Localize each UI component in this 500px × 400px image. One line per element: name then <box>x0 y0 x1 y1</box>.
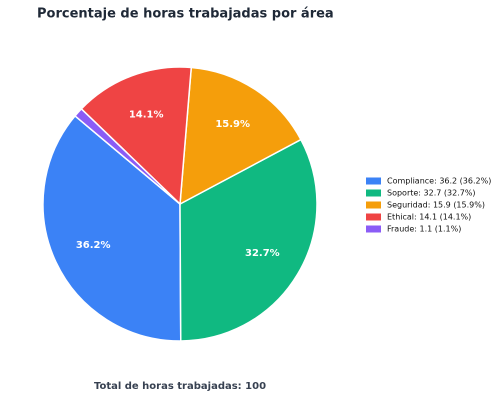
pie-slice <box>42 114 182 342</box>
legend-swatch <box>366 201 381 209</box>
legend-label: Seguridad: 15.9 (15.9%) <box>387 201 485 210</box>
legend-label: Compliance: 36.2 (36.2%) <box>387 177 491 186</box>
legend-swatch <box>366 189 381 197</box>
legend-swatch <box>366 225 381 233</box>
pie-slice <box>80 66 193 206</box>
legend-label: Soporte: 32.7 (32.7%) <box>387 189 476 198</box>
slice-label: 32.7% <box>245 248 280 259</box>
legend-label: Ethical: 14.1 (14.1%) <box>387 213 471 222</box>
slice-label: 36.2% <box>76 240 111 251</box>
footer: Total de horas trabajadas: 100 <box>94 381 266 392</box>
slice-label: 14.1% <box>129 109 164 120</box>
chart-title: Porcentaje de horas trabajadas por área <box>37 7 334 22</box>
pie-slice <box>73 107 181 205</box>
legend-label: Fraude: 1.1 (1.1%) <box>387 225 461 234</box>
pie-slice <box>179 138 318 342</box>
pie-slice <box>179 66 302 206</box>
legend-swatch <box>366 213 381 221</box>
legend-swatch <box>366 177 381 185</box>
slice-label: 15.9% <box>215 119 250 130</box>
